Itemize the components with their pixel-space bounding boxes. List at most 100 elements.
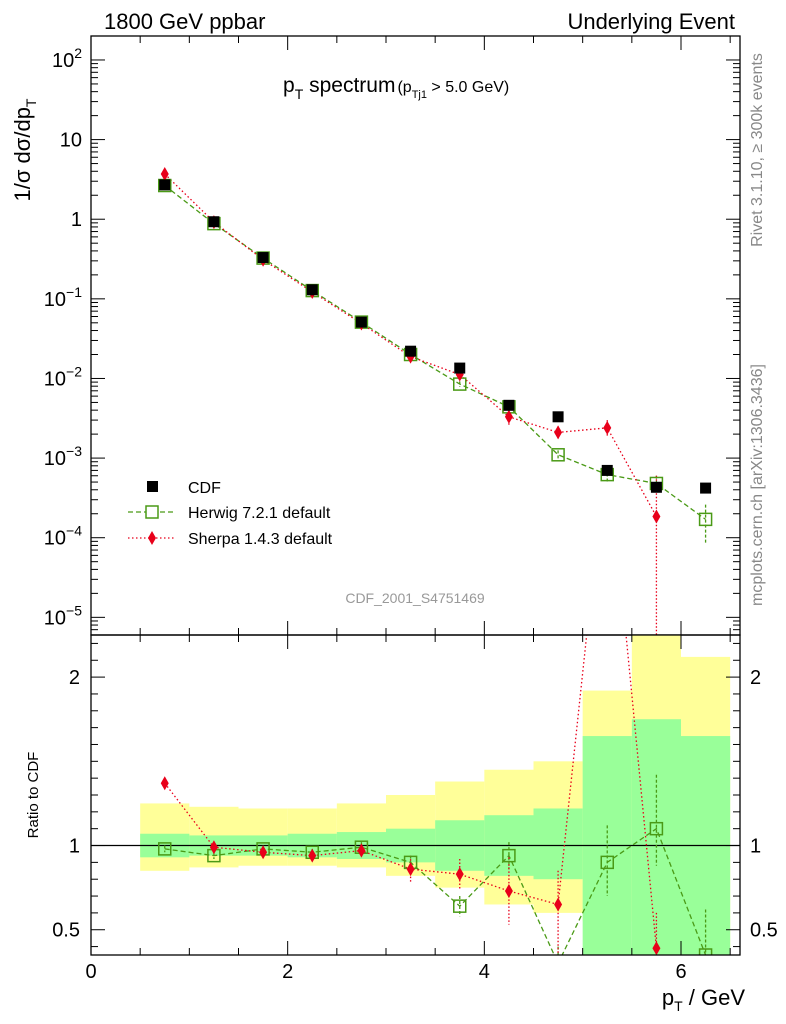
ratio-ticks: [90, 635, 740, 955]
ratio-y-tick-label-left: 1: [69, 836, 80, 858]
main-error-bars: [164, 173, 707, 635]
ratio-point-herwig: [502, 848, 516, 863]
legend-label-herwig: Herwig 7.2.1 default: [188, 505, 331, 522]
ratio-markers: [158, 434, 713, 969]
legend-marker-herwig: [145, 505, 159, 519]
main-point-cdf: [355, 316, 367, 328]
ratio-green-band: [140, 719, 731, 955]
main-y-tick-exponent: −5: [66, 602, 82, 618]
ratio-point-herwig: [552, 957, 564, 969]
ratio-y-tick-label-right: 0.5: [750, 920, 778, 942]
main-point-cdf: [257, 252, 269, 264]
title-cut-close: > 5.0 GeV): [427, 79, 509, 96]
main-point-sherpa: [652, 509, 661, 524]
ratio-point-sherpa: [603, 434, 611, 448]
main-line-herwig: [164, 185, 706, 520]
main-y-tick-mantissa: 10: [44, 289, 66, 311]
main-ylabel-text: 1/σ dσ/dp: [10, 107, 35, 201]
main-y-tick-exponent: −1: [66, 284, 82, 300]
ratio-x-tick-labels: 0 2 4 6: [85, 961, 686, 983]
ratio-point-herwig: [649, 821, 664, 836]
main-y-tick-mantissa: 10: [44, 607, 66, 629]
ratio-panel: 0.5 0.5 1 1 2 2 0 2 4 6 Ratio to CDF pT / GeV: [25, 434, 778, 1014]
mcplots-label: mcplots.cern.ch [arXiv:1306.3436]: [749, 364, 766, 606]
main-y-tick-mantissa: 10: [52, 50, 74, 72]
xlabel-text: p: [662, 985, 674, 1010]
ratio-green-band-bin: [582, 736, 632, 955]
main-point-cdf: [306, 284, 318, 296]
ratio-y-tick-label-right: 2: [750, 667, 761, 689]
x-axis-label: pT / GeV: [662, 985, 745, 1014]
ratio-point-herwig: [453, 899, 467, 913]
legend-item-herwig: Herwig 7.2.1 default: [128, 505, 331, 522]
ratio-point-sherpa: [554, 897, 563, 912]
main-y-tick-exponent: 2: [74, 45, 82, 61]
main-point-herwig: [551, 448, 565, 462]
main-y-tick-label: 10−1: [44, 284, 82, 311]
ratio-x-tick-label: 6: [675, 961, 686, 983]
legend-item-sherpa: Sherpa 1.4.3 default: [128, 531, 333, 548]
main-point-sherpa: [554, 425, 563, 440]
main-point-cdf: [405, 345, 417, 357]
ratio-point-sherpa: [160, 776, 169, 791]
main-point-herwig: [698, 512, 713, 527]
ratio-point-sherpa: [259, 845, 268, 860]
main-y-axis-label: 1/σ dσ/dpT: [10, 98, 39, 201]
main-point-cdf: [650, 481, 662, 493]
main-point-cdf: [601, 464, 613, 476]
main-y-tick-label: 102: [52, 45, 82, 72]
legend-marker-cdf: [147, 481, 158, 492]
ratio-y-tick-labels: 0.5 0.5 1 1 2 2: [52, 667, 778, 942]
legend-label-cdf: CDF: [188, 480, 221, 497]
main-point-sherpa: [160, 166, 169, 181]
ratio-x-tick-label: 2: [282, 961, 293, 983]
main-x-ticks: [90, 36, 731, 635]
ratio-point-sherpa: [308, 848, 317, 863]
main-point-cdf: [503, 399, 515, 411]
main-point-cdf: [552, 411, 564, 423]
ratio-point-sherpa: [357, 843, 366, 858]
xlabel-unit: / GeV: [683, 985, 746, 1010]
rivet-version-label: Rivet 3.1.10, ≥ 300k events: [749, 53, 766, 247]
plot-title: pT spectrum (pTj1 > 5.0 GeV): [283, 74, 509, 102]
title-word: spectrum: [303, 74, 395, 97]
ratio-green-band-bin: [681, 736, 731, 955]
main-y-tick-label: 10−3: [44, 443, 82, 470]
main-y-tick-mantissa: 10: [60, 130, 82, 152]
ratio-frame: [90, 634, 741, 956]
ratio-y-tick-label-left: 2: [69, 667, 80, 689]
main-point-cdf: [159, 179, 171, 191]
main-point-cdf: [208, 216, 220, 228]
main-y-tick-mantissa: 10: [44, 528, 66, 550]
main-y-tick-label: 10−4: [44, 523, 82, 550]
main-y-tick-exponent: −2: [66, 363, 82, 379]
main-y-tick-exponent: −3: [66, 443, 82, 459]
legend: CDF Herwig 7.2.1 default Sherpa 1.4.3 de…: [128, 480, 333, 548]
legend-marker-sherpa: [148, 531, 156, 545]
main-point-sherpa: [603, 420, 612, 435]
title-cut-open: (p: [397, 79, 411, 96]
main-y-tick-label: 10−2: [44, 363, 82, 390]
ratio-green-band-bin: [533, 808, 583, 880]
main-y-tick-mantissa: 1: [71, 209, 82, 231]
ratio-y-tick-label-left: 0.5: [52, 920, 80, 942]
main-y-tick-label: 1: [71, 209, 82, 231]
ratio-point-herwig: [600, 855, 614, 870]
main-point-cdf: [454, 362, 466, 374]
main-markers: [158, 166, 713, 527]
main-y-tick-mantissa: 10: [44, 368, 66, 390]
title-sub: T: [295, 86, 304, 102]
main-point-sherpa: [504, 409, 513, 424]
legend-label-sherpa: Sherpa 1.4.3 default: [188, 531, 333, 548]
main-ylabel-sub: T: [23, 98, 39, 107]
legend-item-cdf: CDF: [147, 480, 221, 497]
ratio-x-tick-label: 4: [479, 961, 490, 983]
ratio-point-sherpa: [504, 884, 513, 898]
ratio-line-herwig: [164, 827, 707, 955]
main-series-lines: [164, 173, 706, 520]
title-cut-sub: Tj1: [412, 89, 427, 101]
main-y-tick-label: 10: [60, 130, 82, 152]
